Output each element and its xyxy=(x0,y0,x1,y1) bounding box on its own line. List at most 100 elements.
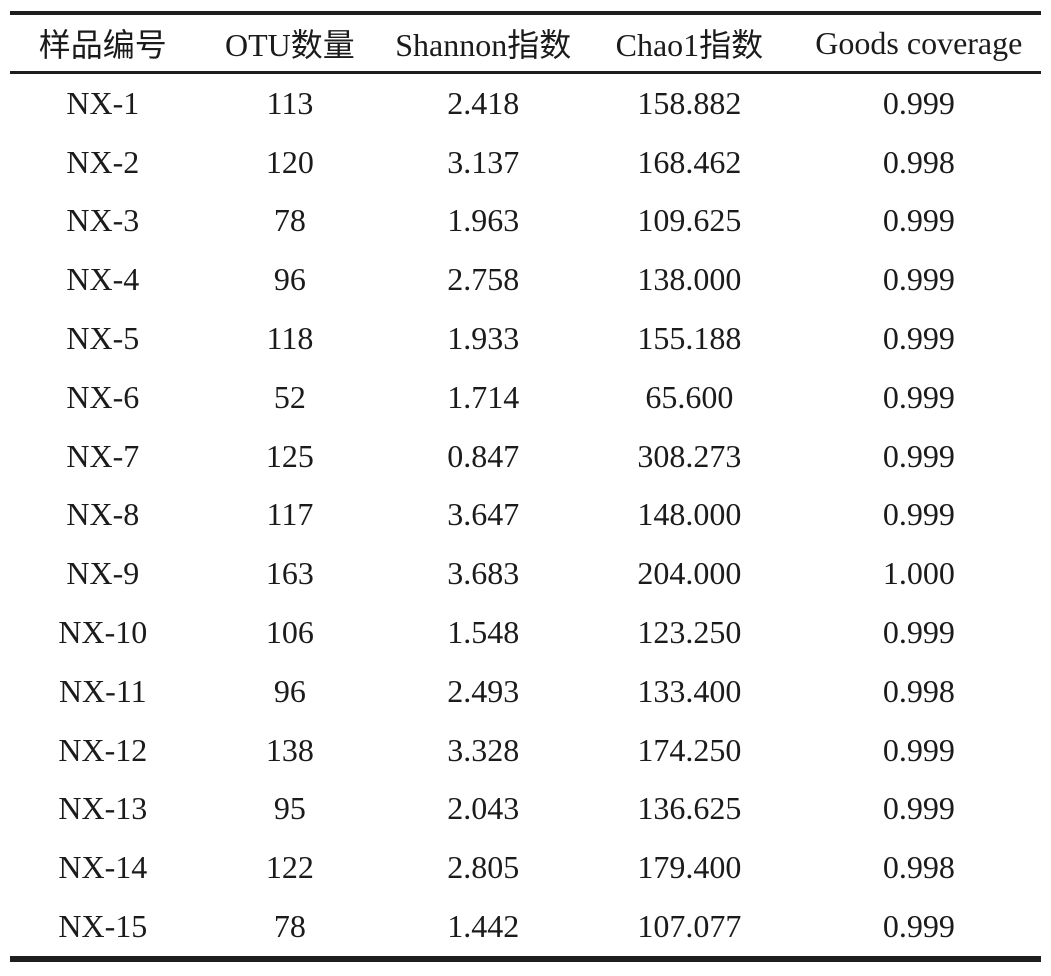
value-cell: 117 xyxy=(266,496,314,533)
value-cell: 1.548 xyxy=(447,614,520,651)
value-cell: 2.493 xyxy=(447,672,520,709)
sample-id-cell: NX-6 xyxy=(66,378,140,415)
value-cell: 138.000 xyxy=(637,261,742,298)
value-cell: 123.250 xyxy=(637,614,742,651)
value-cell: 0.999 xyxy=(882,261,955,298)
value-cell: 96 xyxy=(273,261,306,298)
sample-id-cell: NX-10 xyxy=(58,614,148,651)
value-cell: 3.137 xyxy=(447,143,520,180)
column-header: OTU数量 xyxy=(225,27,355,63)
sample-id-cell: NX-5 xyxy=(66,320,140,357)
value-cell: 95 xyxy=(273,790,306,827)
value-cell: 0.998 xyxy=(882,672,955,709)
value-cell: 65.600 xyxy=(645,378,734,415)
value-cell: 0.999 xyxy=(882,790,955,827)
value-cell: 158.882 xyxy=(637,84,742,121)
value-cell: 308.273 xyxy=(637,437,742,474)
table-header: 样品编号 OTU数量 Shannon指数 Chao1指数 Goods coverage xyxy=(10,13,1041,73)
table-row: NX-15 78 1.442 107.077 0.999 xyxy=(10,897,1041,959)
value-cell: 1.000 xyxy=(882,555,955,592)
sample-id-cell: NX-4 xyxy=(66,261,140,298)
value-cell: 0.999 xyxy=(882,437,955,474)
value-cell: 3.683 xyxy=(447,555,520,592)
table-row: NX-4 96 2.758 138.000 0.999 xyxy=(10,250,1041,309)
value-cell: 0.998 xyxy=(882,849,955,886)
value-cell: 1.442 xyxy=(447,908,520,945)
value-cell: 106 xyxy=(265,614,314,651)
value-cell: 0.999 xyxy=(882,202,955,239)
sample-id-cell: NX-13 xyxy=(58,790,148,827)
column-header: Shannon指数 xyxy=(395,27,572,63)
value-cell: 0.847 xyxy=(447,437,520,474)
value-cell: 2.043 xyxy=(447,790,520,827)
column-header: 样品编号 xyxy=(38,27,167,63)
sample-id-cell: NX-2 xyxy=(66,143,140,180)
sample-id-cell: NX-9 xyxy=(66,555,140,592)
table-row: NX-1 113 2.418 158.882 0.999 xyxy=(10,73,1041,133)
value-cell: 1.714 xyxy=(447,378,520,415)
table-row: NX-8 117 3.647 148.000 0.999 xyxy=(10,486,1041,545)
value-cell: 168.462 xyxy=(637,143,742,180)
value-cell: 2.805 xyxy=(447,849,520,886)
sample-id-cell: NX-8 xyxy=(66,496,140,533)
value-cell: 3.328 xyxy=(447,731,520,768)
column-header: Goods coverage xyxy=(815,24,1023,61)
value-cell: 136.625 xyxy=(637,790,742,827)
value-cell: 125 xyxy=(265,437,314,474)
table-row: NX-13 95 2.043 136.625 0.999 xyxy=(10,780,1041,839)
value-cell: 78 xyxy=(273,908,306,945)
value-cell: 0.999 xyxy=(882,614,955,651)
table-row: NX-12 138 3.328 174.250 0.999 xyxy=(10,721,1041,780)
value-cell: 163 xyxy=(265,555,314,592)
value-cell: 0.998 xyxy=(882,143,955,180)
value-cell: 1.963 xyxy=(447,202,520,239)
value-cell: 138 xyxy=(265,731,314,768)
value-cell: 0.999 xyxy=(882,320,955,357)
table-row: NX-3 78 1.963 109.625 0.999 xyxy=(10,192,1041,251)
value-cell: 0.999 xyxy=(882,496,955,533)
table-row: NX-6 52 1.714 65.600 0.999 xyxy=(10,368,1041,427)
value-cell: 148.000 xyxy=(637,496,742,533)
value-cell: 52 xyxy=(273,378,306,415)
sample-id-cell: NX-7 xyxy=(66,437,140,474)
table-row: NX-11 96 2.493 133.400 0.998 xyxy=(10,662,1041,721)
value-cell: 0.999 xyxy=(882,731,955,768)
table-body: NX-1 113 2.418 158.882 0.999 NX-2 120 3.137 168.… xyxy=(10,73,1041,959)
sample-id-cell: NX-3 xyxy=(66,202,140,239)
value-cell: 120 xyxy=(265,143,314,180)
value-cell: 78 xyxy=(273,202,306,239)
value-cell: 204.000 xyxy=(637,555,742,592)
value-cell: 2.758 xyxy=(447,261,520,298)
sample-id-cell: NX-15 xyxy=(58,908,148,945)
table-row: NX-5 118 1.933 155.188 0.999 xyxy=(10,309,1041,368)
value-cell: 107.077 xyxy=(637,908,742,945)
value-cell: 0.999 xyxy=(882,378,955,415)
value-cell: 1.933 xyxy=(447,320,520,357)
value-cell: 118 xyxy=(266,320,314,357)
value-cell: 122 xyxy=(265,849,314,886)
value-cell: 133.400 xyxy=(637,672,742,709)
value-cell: 2.418 xyxy=(447,84,520,121)
value-cell: 155.188 xyxy=(637,320,742,357)
sample-id-cell: NX-14 xyxy=(58,849,148,886)
table-row: NX-9 163 3.683 204.000 1.000 xyxy=(10,544,1041,603)
alpha-diversity-table: 样品编号 OTU数量 Shannon指数 Chao1指数 Goods coverage … xyxy=(10,11,1041,962)
table-row: NX-10 106 1.548 123.250 0.999 xyxy=(10,603,1041,662)
value-cell: 96 xyxy=(273,672,306,709)
table-header-row: 样品编号 OTU数量 Shannon指数 Chao1指数 Goods coverage xyxy=(10,13,1041,73)
table-row: NX-7 125 0.847 308.273 0.999 xyxy=(10,427,1041,486)
table-row: NX-2 120 3.137 168.462 0.998 xyxy=(10,133,1041,192)
value-cell: 113 xyxy=(266,84,314,121)
value-cell: 0.999 xyxy=(882,908,955,945)
value-cell: 3.647 xyxy=(447,496,520,533)
value-cell: 179.400 xyxy=(637,849,742,886)
value-cell: 174.250 xyxy=(637,731,742,768)
sample-id-cell: NX-11 xyxy=(58,672,147,709)
sample-id-cell: NX-12 xyxy=(58,731,148,768)
table-row: NX-14 122 2.805 179.400 0.998 xyxy=(10,838,1041,897)
sample-id-cell: NX-1 xyxy=(66,84,140,121)
value-cell: 109.625 xyxy=(637,202,742,239)
value-cell: 0.999 xyxy=(882,84,955,121)
column-header: Chao1指数 xyxy=(615,27,764,63)
